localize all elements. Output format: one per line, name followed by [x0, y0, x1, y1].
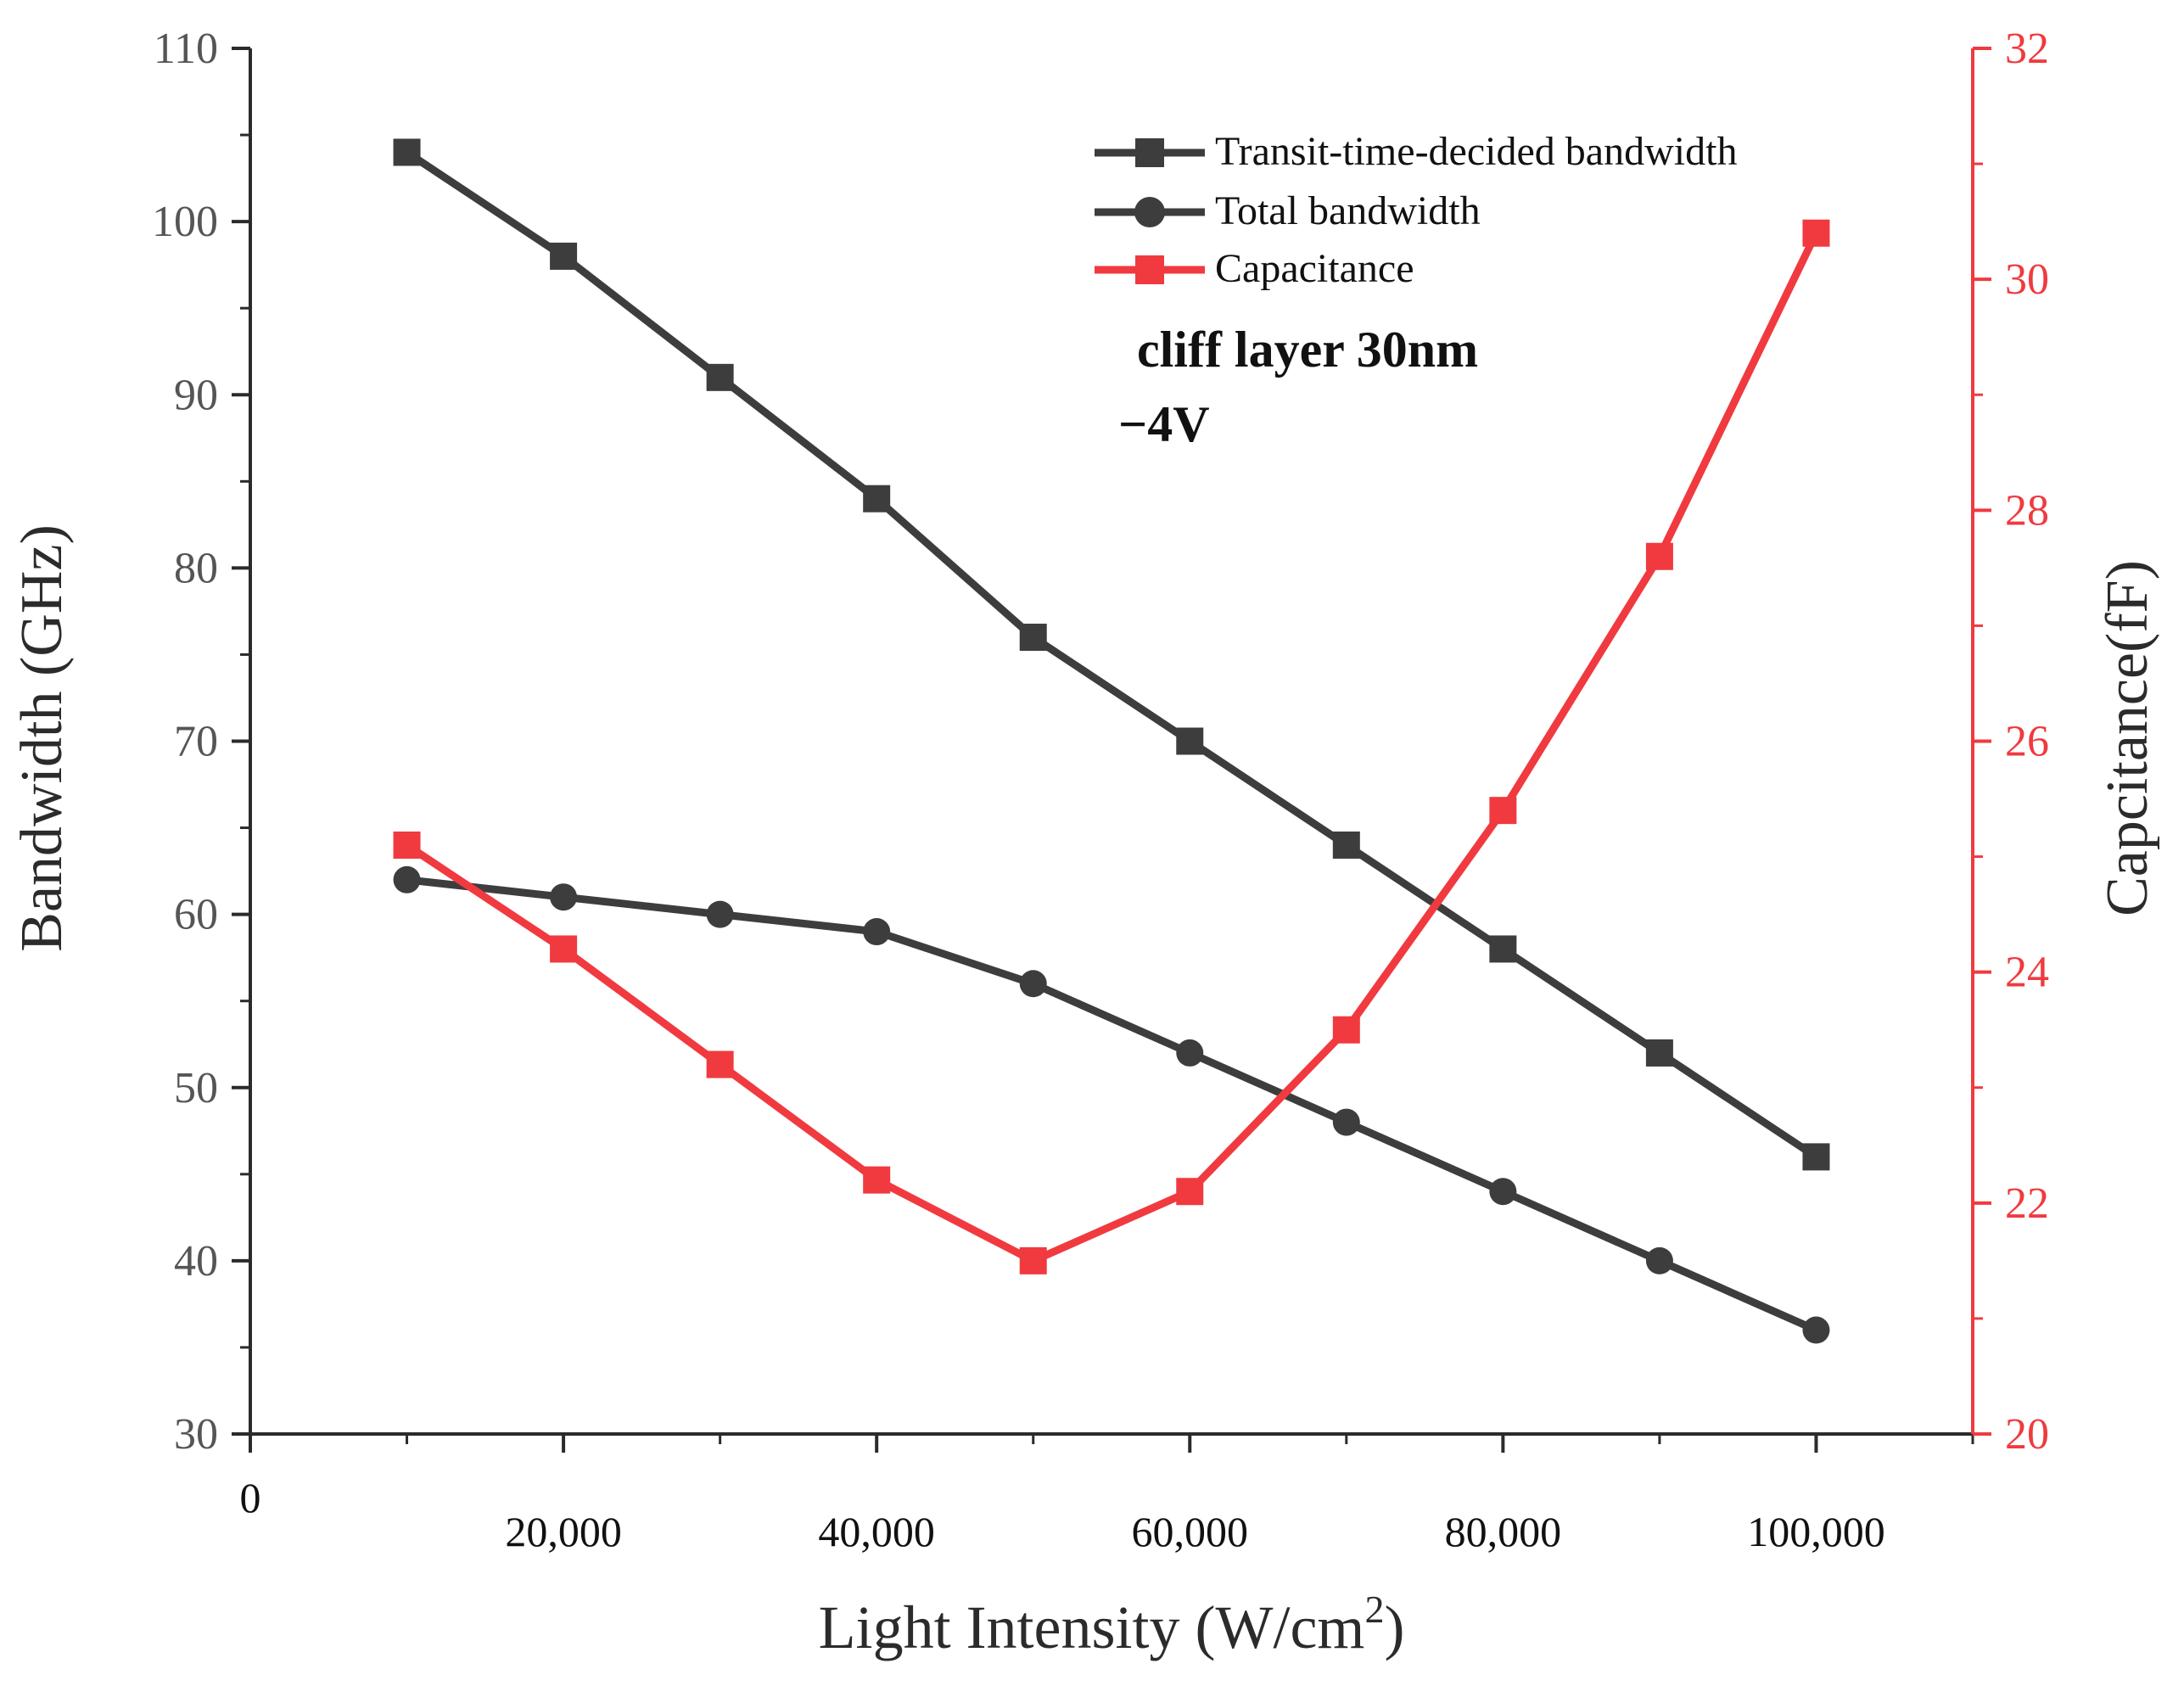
data-point-capacitance	[550, 935, 578, 963]
data-point-total-bandwidth	[1489, 1178, 1517, 1206]
y2-tick-label: 22	[2005, 1179, 2049, 1228]
y-tick-label: 110	[154, 25, 218, 73]
y2-tick-label: 30	[2005, 255, 2049, 304]
y-tick-label: 60	[174, 891, 218, 939]
data-point-transit-time-decided-bandwidth	[1332, 831, 1360, 859]
x-tick-label: 100,000	[1747, 1508, 1885, 1555]
data-point-transit-time-decided-bandwidth	[706, 363, 734, 391]
data-point-capacitance	[1332, 1016, 1360, 1044]
data-point-transit-time-decided-bandwidth	[1645, 1039, 1673, 1067]
legend-marker-transit-bandwidth	[1135, 138, 1164, 167]
annotation-cliff-layer: cliff layer 30nm	[1137, 322, 1478, 378]
series-line-capacitance	[405, 231, 1820, 1265]
series-line-total-bandwidth	[406, 876, 1818, 1334]
data-point-total-bandwidth	[1802, 1316, 1830, 1344]
y-tick-label: 30	[174, 1410, 218, 1459]
y-axis-label: Bandwidth (GHz)	[9, 524, 75, 952]
data-point-capacitance	[1019, 1246, 1047, 1274]
annotation-voltage: −4V	[1118, 396, 1210, 452]
data-point-total-bandwidth	[1332, 1108, 1360, 1136]
legend: Transit-time-decided bandwidth Total ban…	[1095, 129, 1737, 291]
y2-tick-label: 28	[2005, 486, 2049, 535]
legend-label-capacitance: Capacitance	[1215, 246, 1414, 291]
legend-item-transit-bandwidth: Transit-time-decided bandwidth	[1095, 129, 1737, 174]
y-tick-label: 70	[174, 718, 218, 766]
data-point-transit-time-decided-bandwidth	[1019, 624, 1047, 652]
x-tick-label: 20,000	[505, 1508, 622, 1555]
data-point-capacitance	[706, 1050, 734, 1078]
legend-marker-capacitance	[1135, 255, 1164, 284]
data-point-capacitance	[393, 831, 421, 859]
data-point-total-bandwidth	[706, 900, 734, 928]
x-axis-label-close: )	[1384, 1594, 1404, 1661]
data-point-capacitance	[1176, 1178, 1204, 1206]
y2-tick-label: 24	[2005, 949, 2049, 997]
data-point-capacitance	[1802, 219, 1830, 247]
data-point-transit-time-decided-bandwidth	[1489, 935, 1517, 963]
x-tick-label: 0	[240, 1474, 261, 1521]
legend-item-total-bandwidth: Total bandwidth	[1095, 188, 1481, 233]
x-tick-label: 80,000	[1445, 1508, 1562, 1555]
x-axis-label: Light Intensity (W/cm2)	[819, 1588, 1405, 1661]
data-point-total-bandwidth	[550, 883, 578, 911]
data-point-transit-time-decided-bandwidth	[1802, 1143, 1830, 1171]
y2-axis-label: Capcitance(fF)	[2095, 560, 2160, 916]
x-tick-label: 60,000	[1132, 1508, 1249, 1555]
ticks-group: 0 20,000 40,000 60,000 80,000 100,000 30 40 50 60…	[152, 25, 2049, 1555]
x-axis-label-main: Light Intensity (W/cm	[819, 1594, 1365, 1661]
series-group	[393, 138, 1830, 1344]
y2-tick-label: 20	[2005, 1410, 2049, 1459]
data-point-transit-time-decided-bandwidth	[1176, 727, 1204, 755]
y-tick-label: 80	[174, 544, 218, 592]
y-tick-label: 100	[152, 198, 218, 246]
legend-marker-total-bandwidth	[1134, 197, 1165, 227]
data-point-total-bandwidth	[1645, 1246, 1673, 1274]
y2-tick-label: 26	[2005, 718, 2049, 766]
data-point-total-bandwidth	[1176, 1039, 1204, 1067]
x-axis-label-superscript: 2	[1364, 1588, 1384, 1631]
y2-tick-label: 32	[2005, 25, 2049, 73]
data-point-total-bandwidth	[1019, 970, 1047, 998]
x-tick-label: 40,000	[818, 1508, 935, 1555]
y-tick-label: 90	[174, 371, 218, 419]
data-point-transit-time-decided-bandwidth	[393, 138, 421, 166]
series-line-transit-time-decided-bandwidth	[405, 148, 1818, 1161]
legend-label-transit-bandwidth: Transit-time-decided bandwidth	[1215, 129, 1737, 174]
data-point-total-bandwidth	[863, 918, 891, 946]
data-point-total-bandwidth	[393, 865, 421, 893]
data-point-capacitance	[863, 1166, 891, 1194]
y-tick-label: 40	[174, 1237, 218, 1286]
legend-item-capacitance: Capacitance	[1095, 246, 1414, 291]
y-tick-label: 50	[174, 1064, 218, 1112]
data-point-transit-time-decided-bandwidth	[863, 485, 891, 513]
legend-label-total-bandwidth: Total bandwidth	[1215, 188, 1481, 233]
data-point-transit-time-decided-bandwidth	[550, 242, 578, 270]
data-point-capacitance	[1645, 542, 1673, 570]
data-point-capacitance	[1489, 797, 1517, 825]
